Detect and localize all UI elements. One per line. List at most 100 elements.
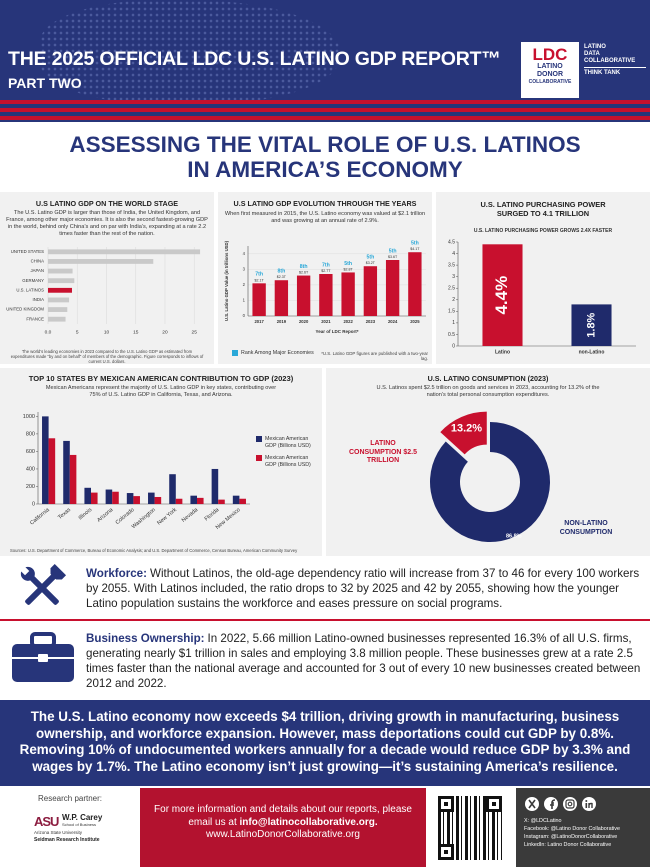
legend: Mexican American GDP (Billions USD) Mexic… — [256, 436, 318, 474]
plot: 0.0 5 10 15 20 25 UNITED STATES CHINA JAPAN GERMA… — [6, 247, 201, 335]
x-tick-label: 2021 — [321, 319, 331, 324]
report-subtitle: PART TWO — [8, 75, 82, 91]
legend-label: Mexican American GDP (Billions USD) — [265, 436, 311, 449]
value-label: $3.2T — [366, 261, 376, 265]
contact: For more information and details about o… — [140, 788, 426, 867]
value-label: 13.2% — [451, 422, 482, 434]
rank-label: 5th — [411, 241, 419, 247]
panel: U.S LATINO GDP EVOLUTION THROUGH THE YEA… — [218, 192, 432, 364]
briefcase-icon — [12, 632, 74, 682]
contact-email[interactable]: info@latinocollaborative.org. — [239, 816, 378, 828]
panel: U.S. LATINO PURCHASING POWER SURGED TO 4… — [436, 192, 650, 364]
partner-name: W.P. Carey — [62, 813, 103, 822]
legend-swatch — [232, 350, 238, 357]
bar — [48, 287, 72, 293]
tank-tag: THINK TANK — [584, 67, 646, 77]
headline-line: ASSESSING THE VITAL ROLE OF U.S. LATINOS — [69, 132, 581, 157]
y-tick-label: 1.5 — [448, 309, 455, 315]
social-link[interactable]: LinkedIn: Latino Donor Collaborative — [524, 842, 612, 848]
partner: Research partner: ASU W.P. Carey School … — [0, 788, 140, 867]
x-tick-label: 10 — [104, 329, 110, 335]
fact-text: Without Latinos, the old-age dependency … — [86, 567, 640, 610]
chart-title: U.S LATINO GDP EVOLUTION THROUGH THE YEA… — [233, 199, 417, 208]
y-tick-label: 400 — [26, 466, 35, 472]
y-axis-label: U.S. Latino GDP Value (in trillions USD) — [224, 240, 229, 321]
report-title: THE 2025 OFFICIAL LDC U.S. LATINO GDP RE… — [8, 48, 501, 70]
x-tick-label: New York — [156, 507, 178, 527]
bar — [169, 474, 176, 504]
header: THE 2025 OFFICIAL LDC U.S. LATINO GDP RE… — [0, 0, 650, 122]
bar — [408, 252, 422, 316]
panel: U.S LATINO GDP ON THE WORLD STAGE The U.… — [0, 192, 214, 364]
tank-text: LATINO — [584, 44, 606, 50]
chart-subtitle: Mexican Americans represent the majority… — [45, 385, 277, 398]
contact-text: For more information and details about o… — [154, 804, 412, 828]
bar — [218, 499, 225, 504]
chart-title: TOP 10 STATES BY MEXICAN AMERICAN CONTRI… — [28, 374, 294, 383]
rank-label: 8th — [300, 264, 308, 270]
rank-label: 8th — [277, 269, 285, 275]
y-tick-label: JAPAN — [30, 268, 44, 273]
tools-icon — [20, 563, 67, 605]
stripe — [0, 116, 650, 120]
chart-note: *U.S. Latino GDP figures are published w… — [321, 351, 428, 361]
bar — [69, 454, 77, 504]
legend-item: Mexican American GDP (Billions USD) — [256, 436, 318, 449]
bar — [363, 266, 378, 316]
bar — [197, 497, 204, 504]
y-tick-label: 4.5 — [448, 239, 455, 245]
y-tick-label: 0 — [452, 343, 455, 349]
category-label: NON-LATINO CONSUMPTION — [559, 520, 613, 536]
y-tick-label: 0 — [32, 501, 35, 507]
y-tick-label: UNITED STATES — [11, 249, 44, 254]
tank-text: DATA — [584, 51, 600, 57]
value-label: $3.6T — [388, 255, 398, 259]
fact-label: Workforce: — [86, 567, 147, 580]
y-tick-label: 4 — [452, 251, 455, 257]
chart-subtitle: U.S. Latinos spent $2.5 trillion on good… — [376, 385, 600, 398]
fact-label: Business Ownership: — [86, 632, 205, 645]
plot: 012342017$2.1T7th2019$2.3T8th2020$2.6T8t… — [224, 240, 426, 334]
chart-subtitle: When first measured in 2015, the U.S. La… — [224, 211, 426, 224]
bar — [385, 260, 400, 316]
plot: 0 0.5 1 1.5 2 2.5 3 3.5 4 4.5 Latino 4.4% non-Latino… — [448, 239, 636, 355]
x-tick-label: 25 — [192, 329, 198, 335]
bar — [341, 272, 355, 316]
x-tick-label: non-Latino — [579, 349, 605, 355]
x-tick-label: 20 — [162, 329, 168, 335]
rank-label: 7th — [322, 262, 330, 268]
bar — [190, 495, 197, 504]
x-tick-label: 0.0 — [45, 329, 52, 335]
stripe — [0, 108, 650, 112]
x-tick-label: Florida — [204, 506, 221, 522]
social-link[interactable]: X: @LDCLatino — [524, 818, 562, 824]
donut-slice — [440, 411, 487, 455]
bar — [48, 249, 201, 255]
contact-url[interactable]: www.LatinoDonorCollaborative.org — [206, 829, 360, 840]
chart-note: The world’s leading economies in 2023 co… — [10, 349, 204, 364]
map-decoration — [40, 0, 340, 104]
panel: TOP 10 STATES BY MEXICAN AMERICAN CONTRI… — [0, 368, 322, 556]
legend-label: Mexican American GDP (Billions USD) — [265, 455, 311, 468]
rank-label: 5th — [366, 255, 374, 261]
bar — [154, 496, 162, 504]
bar — [48, 438, 56, 504]
x-tick-label: Arizona — [96, 506, 115, 523]
partner-university: Arizona State University — [34, 830, 83, 835]
chart-title: U.S LATINO GDP ON THE WORLD STAGE — [35, 199, 179, 208]
x-tick-label: 15 — [133, 329, 139, 335]
value-label: $2.8T — [344, 267, 354, 271]
bar — [319, 274, 333, 316]
qr-corner — [438, 796, 454, 812]
fact: Business Ownership: In 2022, 5.66 million… — [86, 631, 642, 691]
legend-item: Mexican American GDP (Billions USD) — [256, 455, 318, 468]
partner-mark: ASU — [34, 814, 59, 829]
x-tick-label: 2017 — [254, 319, 264, 324]
value-label: 86.8% — [506, 533, 522, 539]
social-link[interactable]: Instagram: @LatinoDonorCollaborative — [524, 834, 618, 840]
y-tick-label: 2 — [243, 282, 246, 287]
bar — [63, 440, 70, 504]
social-link[interactable]: Facebook: @Latino Donor Collaborative — [524, 826, 620, 832]
bar — [91, 492, 98, 504]
bar — [211, 468, 219, 504]
